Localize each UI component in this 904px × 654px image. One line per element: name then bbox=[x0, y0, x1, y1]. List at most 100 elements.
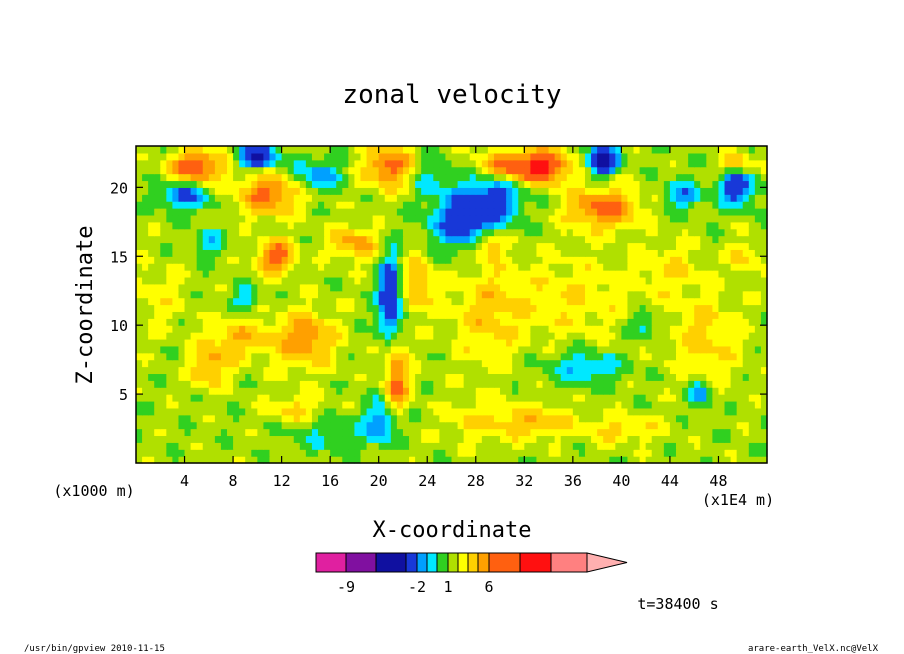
heatmap-cell bbox=[245, 297, 252, 306]
heatmap-cell bbox=[730, 311, 738, 319]
heatmap-cell bbox=[615, 352, 622, 361]
heatmap-cell bbox=[245, 214, 252, 223]
heatmap-cell bbox=[160, 332, 167, 340]
heatmap-cell bbox=[348, 338, 356, 347]
heatmap-cell bbox=[251, 352, 258, 361]
heatmap-cell bbox=[384, 228, 392, 237]
heatmap-cell bbox=[233, 180, 240, 188]
heatmap-cell bbox=[160, 325, 167, 333]
heatmap-cell bbox=[730, 270, 738, 278]
heatmap-cell bbox=[597, 214, 604, 223]
heatmap-cell bbox=[263, 345, 271, 354]
heatmap-cell bbox=[730, 435, 738, 443]
heatmap-cell bbox=[554, 166, 562, 175]
heatmap-cell bbox=[396, 400, 404, 409]
heatmap-cell bbox=[530, 283, 538, 292]
heatmap-cell bbox=[287, 428, 295, 437]
heatmap-cell bbox=[500, 332, 507, 340]
heatmap-cell bbox=[663, 249, 671, 257]
heatmap-cell bbox=[597, 194, 604, 202]
heatmap-cell bbox=[409, 290, 416, 299]
heatmap-cell bbox=[148, 214, 155, 223]
heatmap-cell bbox=[311, 297, 319, 306]
heatmap-cell bbox=[390, 318, 398, 326]
heatmap-cell bbox=[342, 221, 349, 230]
heatmap-cell bbox=[736, 352, 744, 361]
heatmap-cell bbox=[639, 166, 647, 175]
heatmap-cell bbox=[190, 297, 198, 306]
heatmap-cell bbox=[457, 256, 465, 264]
heatmap-cell bbox=[578, 290, 586, 299]
heatmap-cell bbox=[487, 428, 495, 437]
heatmap-cell bbox=[269, 290, 277, 299]
heatmap-cell bbox=[663, 373, 671, 381]
heatmap-cell bbox=[366, 194, 374, 202]
heatmap-cell bbox=[742, 352, 750, 361]
heatmap-cell bbox=[566, 173, 574, 182]
heatmap-cell bbox=[178, 345, 186, 354]
heatmap-cell bbox=[542, 338, 550, 347]
heatmap-cell bbox=[651, 256, 659, 264]
heatmap-cell bbox=[208, 208, 216, 216]
heatmap-cell bbox=[566, 276, 574, 285]
heatmap-cell bbox=[718, 159, 726, 168]
heatmap-cell bbox=[342, 173, 349, 182]
heatmap-cell bbox=[439, 297, 447, 306]
heatmap-cell bbox=[251, 414, 258, 423]
heatmap-cell bbox=[378, 228, 386, 237]
heatmap-cell bbox=[682, 221, 689, 230]
heatmap-cell bbox=[148, 380, 155, 388]
heatmap-cell bbox=[663, 311, 671, 319]
heatmap-cell bbox=[730, 256, 738, 264]
heatmap-cell bbox=[669, 407, 677, 416]
heatmap-cell bbox=[305, 449, 313, 457]
heatmap-cell bbox=[487, 387, 495, 395]
heatmap-cell bbox=[457, 421, 465, 430]
heatmap-cell bbox=[572, 345, 580, 354]
heatmap-cell bbox=[603, 318, 610, 326]
heatmap-cell bbox=[348, 421, 356, 430]
heatmap-cell bbox=[415, 214, 422, 223]
heatmap-cell bbox=[481, 146, 489, 154]
heatmap-cell bbox=[481, 228, 489, 237]
heatmap-cell bbox=[754, 146, 762, 154]
heatmap-cell bbox=[421, 208, 428, 216]
heatmap-cell bbox=[263, 249, 271, 257]
heatmap-cell bbox=[136, 297, 143, 306]
heatmap-cell bbox=[518, 208, 525, 216]
heatmap-cell bbox=[639, 442, 647, 450]
heatmap-cell bbox=[148, 166, 155, 175]
heatmap-cell bbox=[475, 325, 483, 333]
heatmap-cell bbox=[548, 366, 556, 375]
heatmap-cell bbox=[311, 166, 319, 175]
heatmap-cell bbox=[202, 325, 210, 333]
heatmap-cell bbox=[584, 166, 592, 175]
heatmap-cell bbox=[427, 352, 434, 361]
heatmap-cell bbox=[227, 187, 234, 195]
heatmap-cell bbox=[384, 456, 392, 464]
heatmap-cell bbox=[591, 352, 598, 361]
heatmap-cell bbox=[208, 194, 216, 202]
heatmap-cell bbox=[475, 152, 483, 161]
heatmap-cell bbox=[190, 449, 198, 457]
heatmap-cell bbox=[354, 338, 362, 347]
heatmap-cell bbox=[251, 146, 258, 154]
heatmap-cell bbox=[706, 221, 713, 230]
heatmap-cell bbox=[512, 345, 519, 354]
heatmap-cell bbox=[584, 332, 592, 340]
heatmap-cell bbox=[439, 159, 447, 168]
heatmap-cell bbox=[348, 270, 356, 278]
heatmap-cell bbox=[554, 421, 562, 430]
heatmap-cell bbox=[184, 394, 192, 402]
heatmap-cell bbox=[742, 338, 750, 347]
heatmap-cell bbox=[366, 456, 374, 464]
heatmap-cell bbox=[603, 194, 610, 202]
heatmap-cell bbox=[233, 407, 240, 416]
heatmap-cell bbox=[663, 428, 671, 437]
heatmap-cell bbox=[293, 304, 301, 312]
heatmap-cell bbox=[621, 249, 629, 257]
heatmap-cell bbox=[281, 166, 289, 175]
heatmap-cell bbox=[451, 352, 459, 361]
heatmap-cell bbox=[275, 187, 283, 195]
heatmap-cell bbox=[142, 400, 149, 409]
